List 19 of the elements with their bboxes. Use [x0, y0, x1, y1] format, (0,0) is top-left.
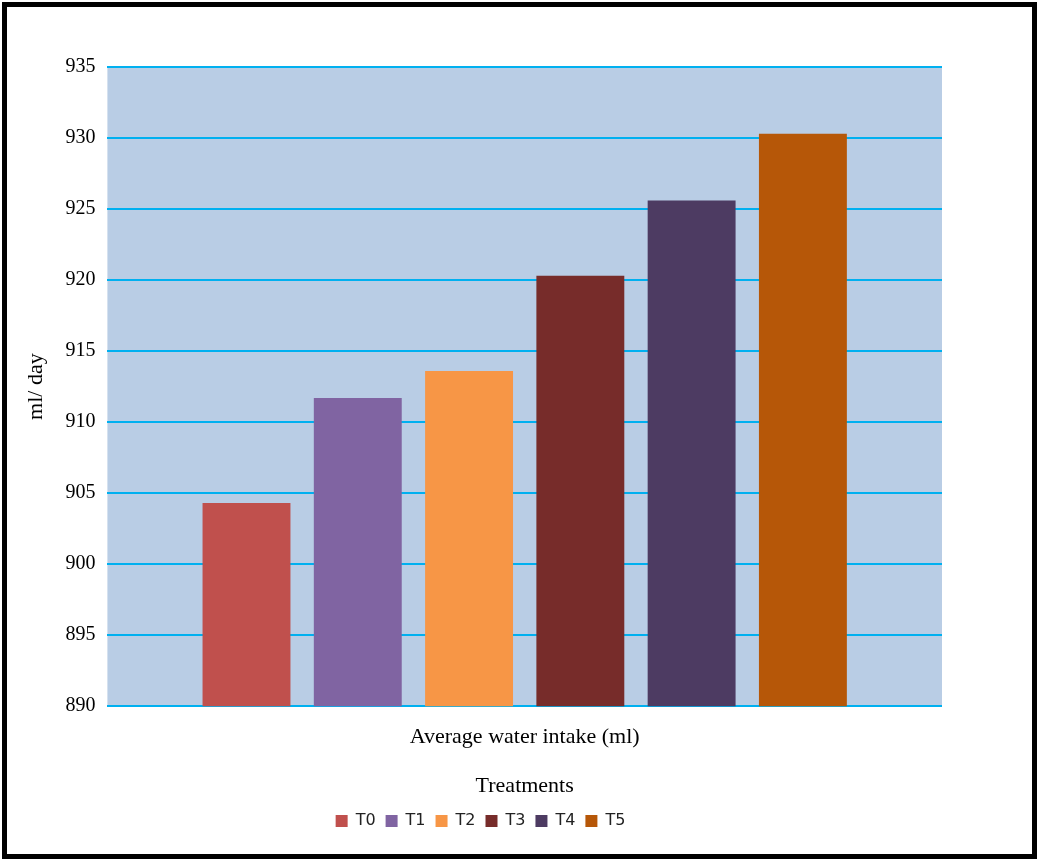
legend-label: T3: [504, 810, 526, 830]
y-tick-label: 920: [65, 267, 96, 290]
y-axis-title: ml/ day: [21, 353, 47, 420]
y-tick-label: 915: [65, 338, 96, 361]
y-tick-label: 935: [65, 54, 96, 77]
x-tick-label: Average water intake (ml): [409, 723, 640, 749]
y-tick-label: 900: [65, 551, 96, 574]
y-tick-label: 930: [65, 125, 96, 148]
y-tick-label: 925: [65, 196, 96, 219]
legend-label: T0: [354, 810, 376, 830]
legend-label: T4: [554, 810, 576, 830]
legend-label: T5: [604, 810, 626, 830]
y-tick-label: 895: [65, 622, 96, 645]
legend-label: T1: [404, 810, 426, 830]
legend-label: T2: [454, 810, 476, 830]
y-tick-label: 905: [65, 480, 96, 503]
y-tick-label: 910: [65, 409, 96, 432]
y-tick-label: 890: [65, 693, 96, 716]
x-axis-title: Treatments: [475, 771, 574, 797]
